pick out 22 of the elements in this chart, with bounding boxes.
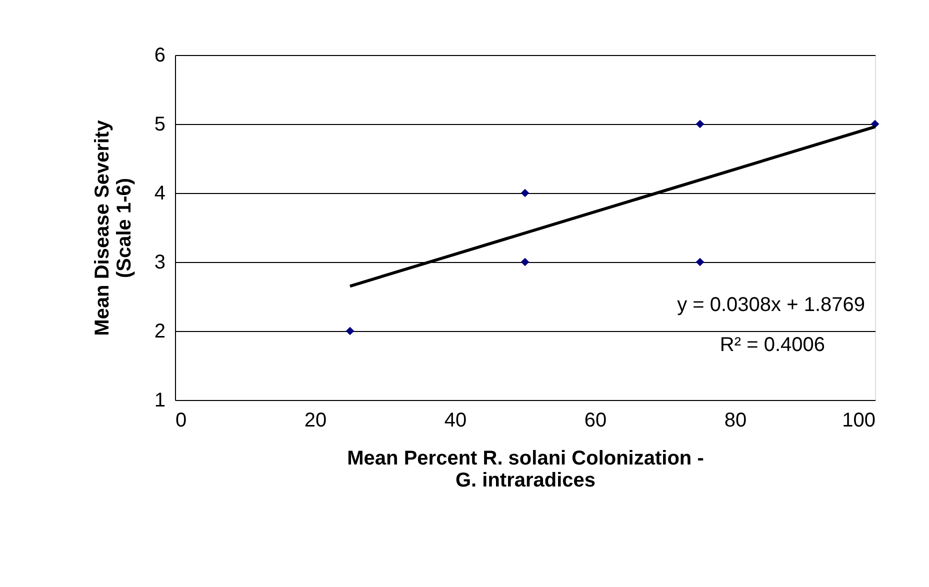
x-axis-title: Mean Percent R. solani Colonization - G. intraradices	[347, 448, 704, 492]
x-tick-label: 40	[444, 410, 467, 432]
x-tick-label: 80	[724, 410, 747, 432]
x-tick-label: 20	[304, 410, 327, 432]
y-tick-label: 5	[154, 114, 166, 136]
point	[696, 258, 704, 266]
point	[696, 120, 704, 128]
y-tick-label: 1	[154, 390, 166, 412]
y-tick-label: 2	[154, 320, 166, 342]
y-axis-title: Mean Disease Severity (Scale 1-6)	[91, 119, 136, 336]
y-tick-label: 4	[154, 182, 166, 204]
annotation: y = 0.0308x + 1.8769	[677, 294, 865, 316]
point	[346, 326, 354, 336]
x-tick-label: 100	[842, 410, 876, 432]
y-tick-label: 3	[154, 252, 166, 274]
annotation: R² = 0.4006	[720, 334, 825, 356]
x-tick-label: 0	[176, 410, 187, 432]
y-tick-label: 6	[154, 44, 166, 66]
point	[870, 120, 880, 128]
point	[520, 188, 530, 198]
point	[520, 258, 530, 266]
x-tick-label: 60	[584, 410, 607, 432]
